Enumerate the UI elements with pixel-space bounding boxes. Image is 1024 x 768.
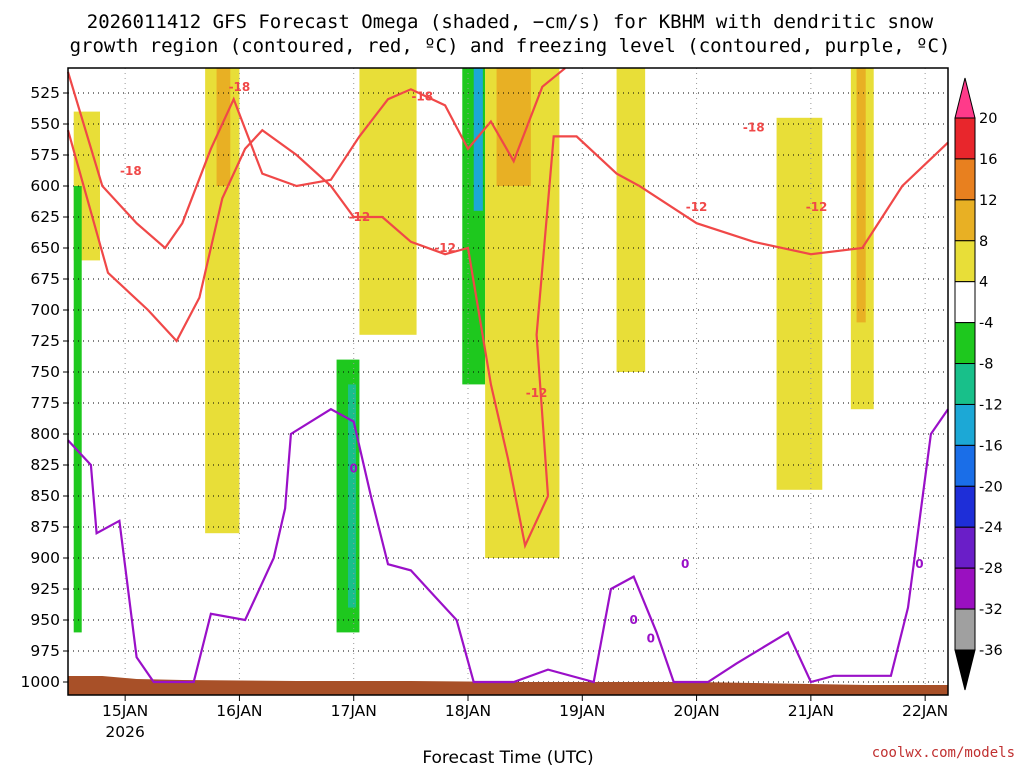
contour-label: 0 <box>630 613 638 627</box>
y-tick-label: 800 <box>30 425 60 443</box>
colorbar-top-arrow <box>954 77 976 119</box>
shade-yellow-band-20jan <box>776 117 823 490</box>
colorbar-label: 4 <box>979 275 988 291</box>
contour-label: 0 <box>350 462 358 476</box>
contour-label: -12 <box>349 210 371 224</box>
contour-label: -18 <box>743 121 765 135</box>
contour-label: -18 <box>229 80 251 94</box>
colorbar: 20 16 12 8 4 -4 -8 -12 -16 -20 -24 -28 -32 -36 <box>954 77 1003 691</box>
contour-label: -18 <box>120 164 142 178</box>
contour-label: -12 <box>806 200 828 214</box>
y-tick-label: 625 <box>30 208 60 226</box>
y-tick-label: 700 <box>30 301 60 319</box>
x-axis-title: Forecast Time (UTC) <box>422 748 593 768</box>
x-tick-label: 21JAN <box>788 702 834 720</box>
shade-green-band-15jan <box>73 186 82 633</box>
colorbar-box <box>954 403 976 446</box>
y-tick-label: 575 <box>30 146 60 164</box>
contour-dgz-upper--18C <box>66 67 566 250</box>
y-tick-label: 525 <box>30 84 60 102</box>
shade-yellow-band-17jan <box>359 68 417 335</box>
colorbar-label: -8 <box>979 357 993 373</box>
x-tick-label: 22JAN <box>902 702 948 720</box>
y-tick-label: 925 <box>30 580 60 598</box>
y-tick-label: 775 <box>30 394 60 412</box>
shade-orange-band-16jan <box>216 68 231 186</box>
contour-label: 0 <box>915 557 923 571</box>
colorbar-bottom-arrow <box>954 649 976 691</box>
shade-yellow-band-19jan <box>616 68 646 372</box>
shade-orange-band-21jan <box>856 68 866 323</box>
shade-blue-band-18jan <box>473 68 483 211</box>
y-tick-label: 850 <box>30 487 60 505</box>
colorbar-label: 12 <box>979 193 997 209</box>
colorbar-label: -24 <box>979 520 1003 536</box>
y-tick-label: 725 <box>30 332 60 350</box>
x-tick-label: 16JAN <box>216 702 262 720</box>
y-tick-label: 650 <box>30 239 60 257</box>
y-axis: 525 550 575 600 625 650 675 700 725 750 775 800 825 8… <box>21 84 68 691</box>
x-tick-label: 20JAN <box>673 702 719 720</box>
colorbar-label: -28 <box>979 561 1003 577</box>
y-tick-label: 550 <box>30 115 60 133</box>
shade-orange-band-18jan <box>496 68 531 186</box>
terrain-layer <box>68 676 948 695</box>
y-tick-label: 900 <box>30 549 60 567</box>
colorbar-label: -32 <box>979 602 1003 618</box>
colorbar-box <box>954 322 976 365</box>
colorbar-label: 20 <box>979 111 997 127</box>
colorbar-label: -4 <box>979 316 993 332</box>
x-tick-label: 17JAN <box>331 702 377 720</box>
colorbar-box <box>954 608 976 651</box>
y-tick-label: 675 <box>30 270 60 288</box>
x-tick-label: 19JAN <box>559 702 605 720</box>
contour-dgz-lower--12C <box>66 128 949 550</box>
y-tick-label: 1000 <box>21 673 60 691</box>
contour-freezing-level-0C <box>67 407 949 684</box>
colorbar-label: 8 <box>979 234 988 250</box>
x-axis: 15JAN 2026 16JAN 17JAN 18JAN 19JAN 20JAN 21JAN 2… <box>102 695 948 741</box>
colorbar-box <box>954 117 976 160</box>
grid-layer <box>68 68 948 695</box>
colorbar-box <box>954 526 976 569</box>
contour-label: -12 <box>686 200 708 214</box>
y-tick-label: 975 <box>30 642 60 660</box>
colorbar-box <box>954 199 976 242</box>
colorbar-label: -36 <box>979 643 1003 659</box>
shade-teal-band-17jan <box>348 384 356 608</box>
x-tick-label: 15JAN <box>102 702 148 720</box>
colorbar-box <box>954 444 976 487</box>
colorbar-box <box>954 363 976 405</box>
y-tick-label: 750 <box>30 363 60 381</box>
y-tick-label: 950 <box>30 611 60 629</box>
contour-label: -12 <box>526 386 548 400</box>
y-tick-label: 600 <box>30 177 60 195</box>
contour-label: 0 <box>681 557 689 571</box>
x-tick-label: 18JAN <box>445 702 491 720</box>
colorbar-box <box>954 485 976 528</box>
y-tick-label: 825 <box>30 456 60 474</box>
chart-title-line-2: growth region (contoured, red, ºC) and f… <box>70 35 951 57</box>
contour-label: -18 <box>411 90 433 104</box>
colorbar-label: -16 <box>979 438 1003 454</box>
colorbar-box <box>954 567 976 610</box>
contour-label: 0 <box>647 632 655 646</box>
credit-text: coolwx.com/models <box>872 745 1015 761</box>
colorbar-label: -20 <box>979 479 1003 495</box>
colorbar-box <box>954 281 976 324</box>
surface-terrain <box>68 676 948 695</box>
colorbar-box <box>954 158 976 201</box>
chart-title-line-1: 2026011412 GFS Forecast Omega (shaded, −… <box>87 11 934 33</box>
colorbar-label: 16 <box>979 152 997 168</box>
y-tick-label: 875 <box>30 518 60 536</box>
plot-frame <box>67 67 949 696</box>
x-tick-sublabel: 2026 <box>105 723 144 741</box>
colorbar-label: -12 <box>979 397 1003 413</box>
contour-label: -12 <box>434 241 456 255</box>
colorbar-box <box>954 240 976 283</box>
contour-layer <box>66 67 949 684</box>
